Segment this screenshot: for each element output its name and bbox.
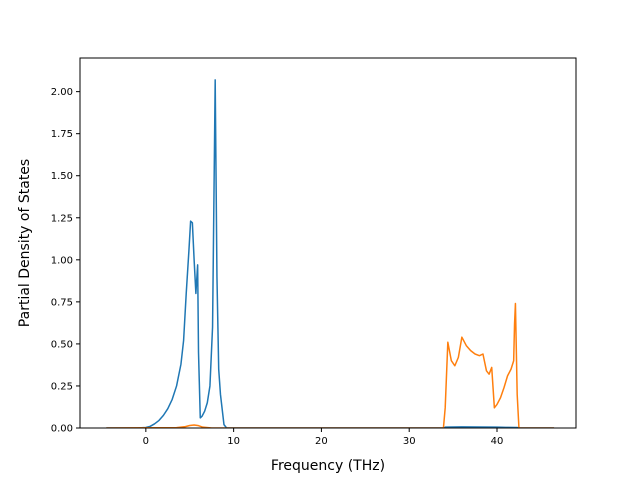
y-axis: 0.00 0.25 0.50 0.75 1.00 1.25 1.50 1.75 2.00	[51, 87, 80, 435]
x-axis: 0 10 20 30 40	[143, 428, 504, 447]
x-tick-label: 30	[403, 436, 416, 447]
plot-frame	[79, 57, 577, 429]
y-tick-label: 0.75	[51, 297, 73, 308]
x-tick-label: 40	[491, 436, 504, 447]
x-tick-label: 10	[227, 436, 240, 447]
y-tick-label: 0.25	[51, 381, 73, 392]
plot-series	[106, 79, 555, 428]
x-tick-label: 0	[143, 436, 149, 447]
x-axis-label: Frequency (THz)	[271, 458, 385, 474]
y-tick-label: 1.00	[51, 255, 73, 266]
y-tick-label: 1.25	[51, 213, 73, 224]
y-tick-label: 2.00	[51, 87, 73, 98]
x-tick-label: 20	[315, 436, 328, 447]
y-tick-label: 0.50	[51, 339, 73, 350]
series-line-2	[106, 302, 555, 428]
y-tick-label: 1.50	[51, 171, 73, 182]
y-tick-label: 0.00	[51, 424, 73, 435]
y-axis-label: Partial Density of States	[17, 159, 33, 327]
y-tick-label: 1.75	[51, 129, 73, 140]
series-line-1	[106, 79, 555, 428]
